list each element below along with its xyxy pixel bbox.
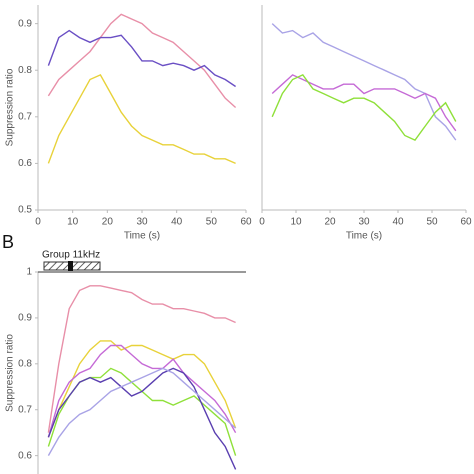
x-tick-label: 20 bbox=[102, 217, 114, 228]
x-tick-label: 10 bbox=[67, 217, 79, 228]
x-tick-label: 10 bbox=[290, 217, 302, 228]
y-tick-label: 0.8 bbox=[18, 65, 32, 76]
x-tick-label: 30 bbox=[358, 217, 370, 228]
y-tick-label: 1 bbox=[26, 267, 32, 278]
x-tick-label: 60 bbox=[240, 217, 252, 228]
series-line bbox=[47, 344, 237, 438]
series-line bbox=[47, 74, 236, 165]
y-tick-label: 0.7 bbox=[18, 404, 32, 415]
x-tick-label: 0 bbox=[259, 217, 265, 228]
y-tick-label: 0.9 bbox=[18, 18, 32, 29]
y-tick-label: 0.7 bbox=[18, 111, 32, 122]
x-tick-label: 30 bbox=[136, 217, 148, 228]
series-line bbox=[271, 74, 457, 141]
series-line bbox=[271, 74, 457, 132]
x-tick-label: 40 bbox=[392, 217, 404, 228]
x-tick-label: 50 bbox=[206, 217, 218, 228]
series-line bbox=[47, 340, 237, 438]
x-tick-label: 50 bbox=[426, 217, 438, 228]
x-axis-label: Time (s) bbox=[124, 231, 160, 242]
y-axis-label: Suppression ratio bbox=[5, 334, 16, 412]
panel-label: B bbox=[2, 232, 14, 252]
series-line bbox=[47, 13, 237, 109]
x-tick-label: 20 bbox=[324, 217, 336, 228]
y-axis-label: Suppression ratio bbox=[5, 68, 16, 146]
x-tick-label: 60 bbox=[460, 217, 472, 228]
stimulus-marker bbox=[68, 261, 73, 271]
y-tick-label: 0.6 bbox=[18, 158, 32, 169]
annotation: Group 11kHz bbox=[42, 250, 100, 261]
series-line bbox=[47, 367, 237, 456]
y-tick-label: 0.9 bbox=[18, 313, 32, 324]
x-tick-label: 0 bbox=[35, 217, 41, 228]
series-line bbox=[47, 367, 237, 456]
y-tick-label: 0.8 bbox=[18, 358, 32, 369]
series-line bbox=[47, 367, 237, 470]
x-tick-label: 40 bbox=[171, 217, 183, 228]
y-tick-label: 0.5 bbox=[18, 205, 32, 216]
x-axis-label: Time (s) bbox=[346, 231, 382, 242]
y-tick-label: 0.6 bbox=[18, 450, 32, 461]
series-line bbox=[47, 285, 236, 433]
series-line bbox=[47, 29, 236, 88]
